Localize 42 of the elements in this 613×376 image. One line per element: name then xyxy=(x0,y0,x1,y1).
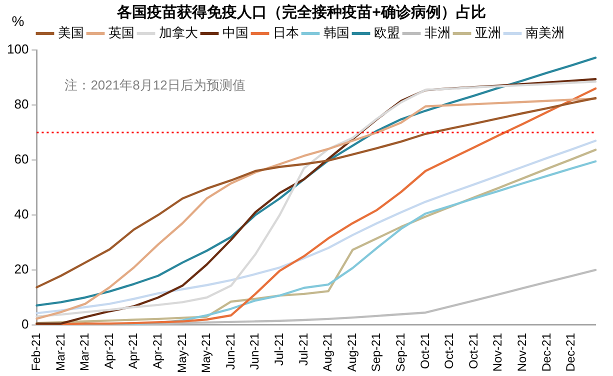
legend-label: 日本 xyxy=(273,25,299,40)
x-tick-label: Nov-21 xyxy=(490,332,505,372)
y-tick-label: 20 xyxy=(14,262,29,277)
x-tick-label: Nov-21 xyxy=(515,332,530,372)
x-tick-label: Oct-21 xyxy=(418,332,432,369)
x-tick-label: May-21 xyxy=(199,332,214,373)
x-tick-label: Jul-21 xyxy=(272,332,286,366)
legend-label: 亚洲 xyxy=(475,25,501,40)
x-tick-label: Jul-21 xyxy=(296,332,310,366)
annotation: 注：2021年8月12日后为预测值 xyxy=(64,78,246,93)
x-tick-label: May-21 xyxy=(174,332,189,373)
x-tick-label: Dec-21 xyxy=(539,332,554,372)
legend-label: 英国 xyxy=(108,25,134,40)
x-tick-label: Dec-21 xyxy=(564,332,578,372)
x-tick-label: Feb-21 xyxy=(29,332,43,372)
x-tick-label: Oct-21 xyxy=(466,332,480,369)
legend-label: 南美洲 xyxy=(526,25,564,40)
y-tick-label: 80 xyxy=(14,96,29,112)
y-tick-label: 0 xyxy=(21,316,29,332)
x-tick-label: Oct-21 xyxy=(442,332,456,369)
x-tick-label: Jun-21 xyxy=(248,332,262,370)
x-tick-label: Jun-21 xyxy=(223,332,238,370)
x-tick-label: Sep-21 xyxy=(394,332,408,372)
x-tick-label: Sep-21 xyxy=(369,332,384,372)
legend-label: 非洲 xyxy=(424,25,450,40)
x-tick-label: Aug-21 xyxy=(320,332,335,372)
y-axis-title: % xyxy=(12,12,24,29)
y-tick-label: 100 xyxy=(6,42,29,57)
legend-label: 欧盟 xyxy=(374,25,400,40)
y-tick-label: 60 xyxy=(14,152,29,167)
x-tick-label: Mar-21 xyxy=(53,332,68,371)
y-tick-label: 40 xyxy=(14,206,29,222)
legend-label: 美国 xyxy=(58,25,84,40)
chart-title: 各国疫苗获得免疫人口（完全接种疫苗+确诊病例）占比 xyxy=(116,3,486,22)
x-tick-label: Apr-21 xyxy=(150,332,165,370)
x-tick-label: Apr-21 xyxy=(102,332,116,370)
x-tick-label: Apr-21 xyxy=(126,332,140,370)
x-tick-label: Aug-21 xyxy=(344,332,359,372)
legend-label: 加拿大 xyxy=(159,25,198,40)
legend-label: 中国 xyxy=(222,25,248,40)
x-tick-label: Mar-21 xyxy=(78,332,92,371)
legend-label: 韩国 xyxy=(324,25,350,40)
